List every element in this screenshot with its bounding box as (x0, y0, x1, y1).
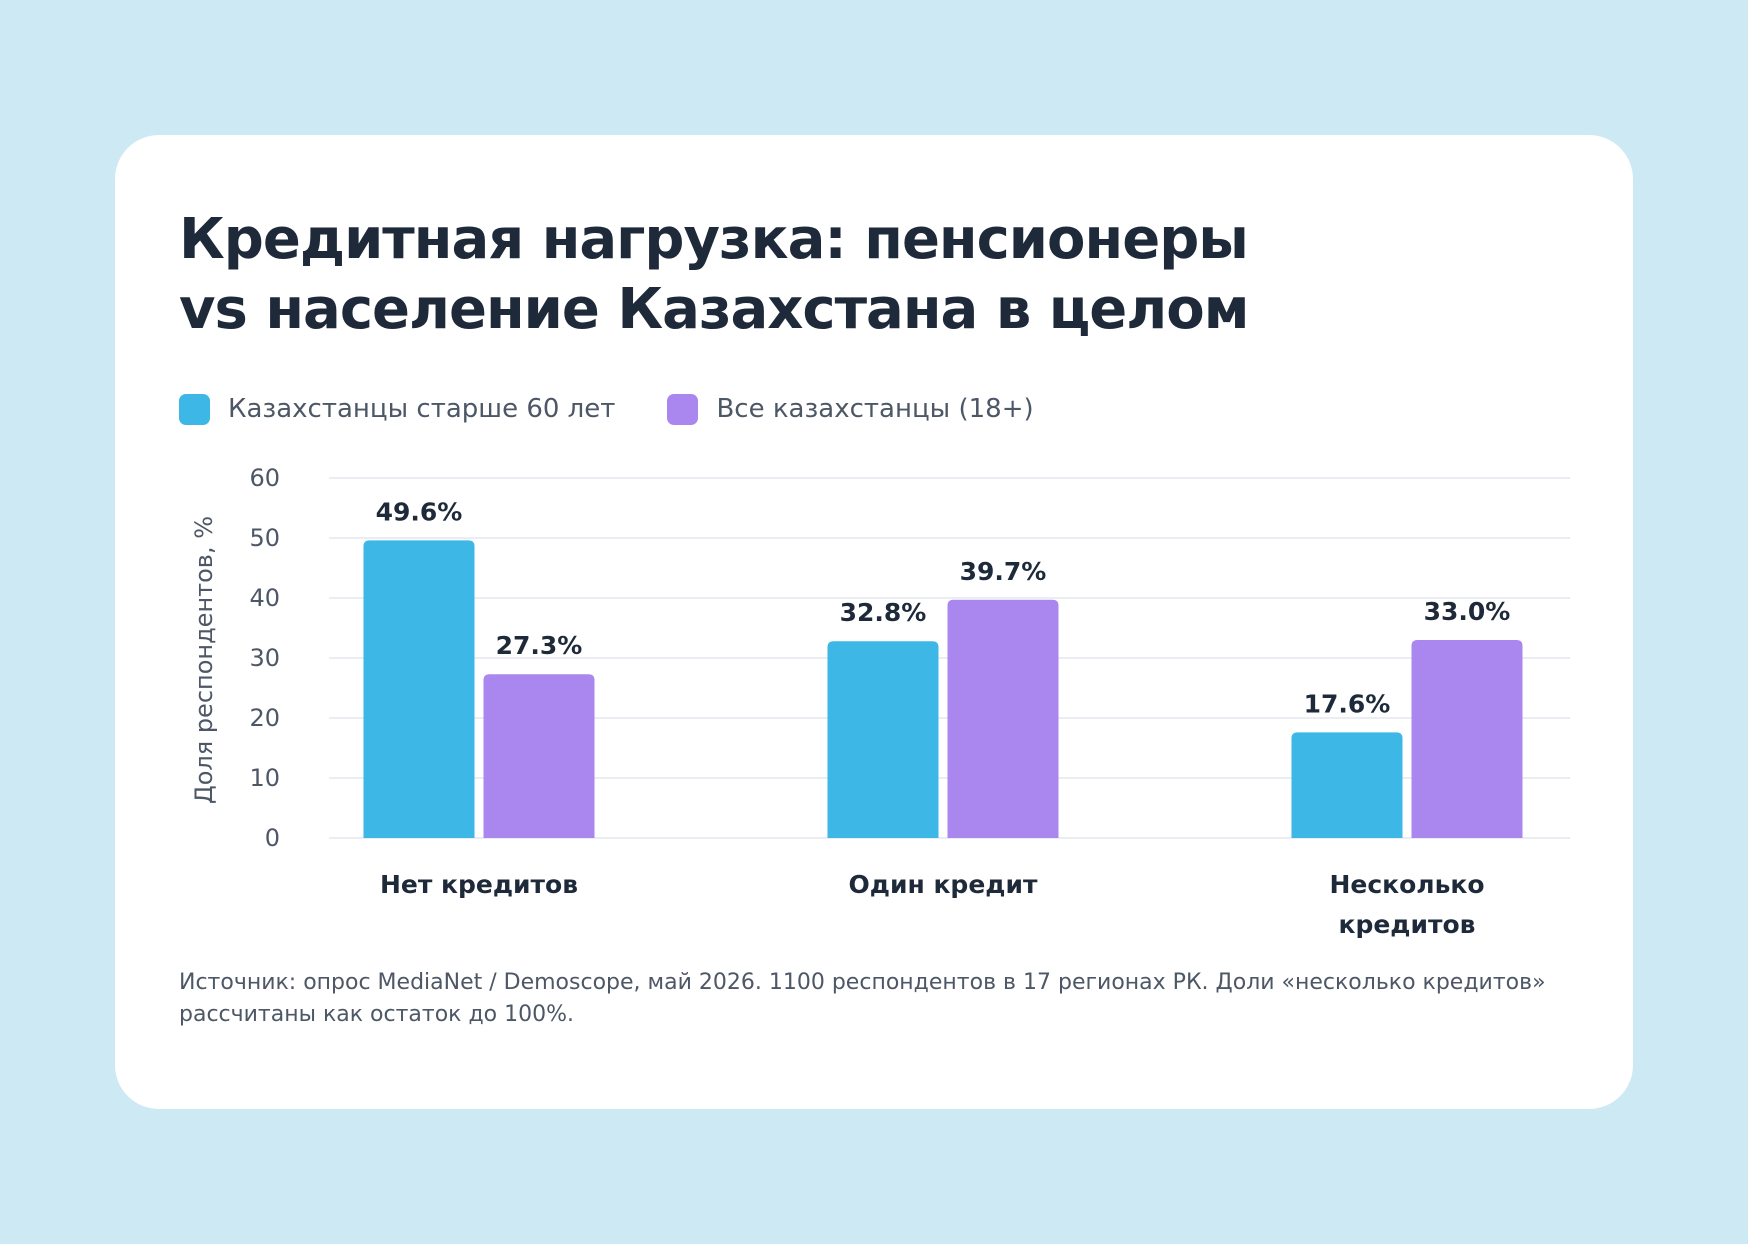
x-tick-label-3: Несколько кредитов (1329, 870, 1484, 939)
legend-item-60plus: Казахстанцы старше 60 лет (179, 393, 616, 425)
legend: Казахстанцы старше 60 лет Все казахстанц… (179, 391, 1086, 427)
footnote-line-2: рассчитаны как остаток до 100%. (179, 1002, 574, 1027)
legend-label-all: Все казахстанцы (18+) (716, 394, 1034, 424)
y-tick-label-60: 60 (249, 464, 280, 492)
bar-series1-cat3 (1291, 732, 1403, 838)
bar-series2-cat3 (1411, 640, 1523, 838)
y-tick-label-40: 40 (249, 584, 280, 612)
x-tick-label-3-line-1: Несколько (1329, 870, 1484, 899)
legend-swatch-60plus (179, 393, 210, 425)
x-tick-label-3-line-2: кредитов (1338, 910, 1475, 939)
footnote-line-1: Источник: опрос MediaNet / Demoscope, ма… (179, 970, 1546, 995)
bar-series1-cat2 (827, 641, 939, 838)
bar-chart: 0 10 20 30 40 50 60 Доля респондентов, % 49.6%… (190, 464, 1570, 939)
data-label-series2-cat1: 27.3% (496, 631, 583, 660)
x-tick-label-2: Один кредит (849, 870, 1038, 899)
chart-title-line-2: vs население Казахстана в целом (179, 277, 1250, 342)
y-axis-ticks: 0 10 20 30 40 50 60 (249, 464, 280, 852)
chart-title-line-1: Кредитная нагрузка: пенсионеры (179, 207, 1249, 272)
x-tick-label-1: Нет кредитов (380, 870, 578, 899)
y-tick-label-30: 30 (249, 644, 280, 672)
y-axis-label: Доля респондентов, % (190, 516, 218, 804)
bars (363, 540, 1523, 838)
legend-item-all: Все казахстанцы (18+) (667, 393, 1034, 425)
chart-card: Кредитная нагрузка: пенсионеры vs населе… (115, 135, 1633, 1109)
x-axis-ticks: Нет кредитов Один кредит Несколько кредитов (380, 870, 1485, 939)
data-label-series1-cat1: 49.6% (376, 497, 463, 526)
y-tick-label-0: 0 (265, 824, 280, 852)
data-label-series2-cat3: 33.0% (1424, 597, 1511, 626)
bar-series1-cat1 (363, 540, 475, 838)
data-labels: 49.6% 32.8% 17.6% 27.3% 39.7% 33.0% (376, 497, 1511, 718)
data-label-series1-cat2: 32.8% (840, 598, 927, 627)
y-tick-label-20: 20 (249, 704, 280, 732)
source-footnote: Источник: опрос MediaNet / Demoscope, ма… (179, 967, 1579, 1031)
bar-series2-cat1 (483, 674, 595, 838)
bar-series2-cat2 (947, 599, 1059, 838)
x-tick-label-1-line-1: Нет кредитов (380, 870, 578, 899)
chart-title: Кредитная нагрузка: пенсионеры vs населе… (179, 205, 1479, 345)
x-tick-label-2-line-1: Один кредит (849, 870, 1038, 899)
data-label-series2-cat2: 39.7% (960, 557, 1047, 586)
legend-label-60plus: Казахстанцы старше 60 лет (228, 394, 616, 424)
data-label-series1-cat3: 17.6% (1304, 689, 1391, 718)
y-tick-label-10: 10 (249, 764, 280, 792)
y-tick-label-50: 50 (249, 524, 280, 552)
legend-swatch-all (667, 393, 699, 425)
